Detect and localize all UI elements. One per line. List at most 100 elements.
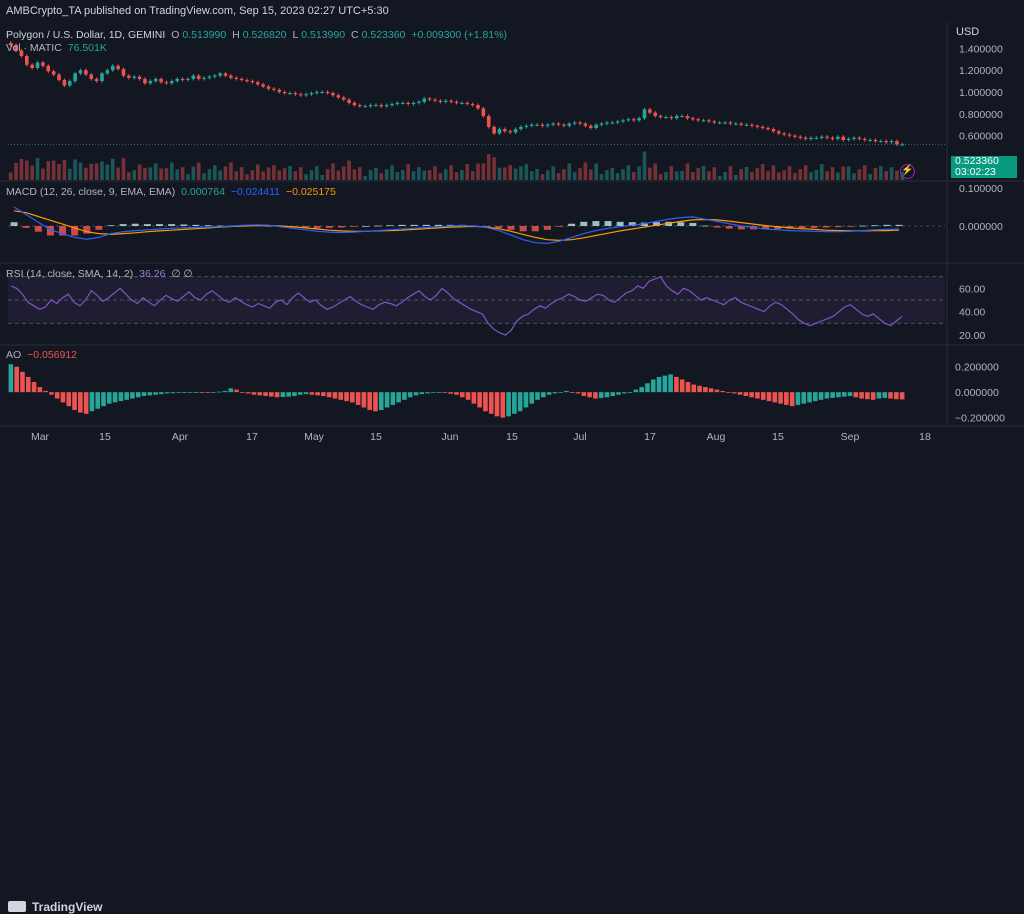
ao-bar (697, 385, 702, 393)
macd-histogram-bar (10, 222, 18, 226)
volume-bar (825, 171, 829, 180)
macd-label[interactable]: MACD (12, 26, close, 9, EMA, EMA) (6, 186, 176, 198)
open-value: 0.513990 (182, 29, 227, 41)
ao-bar (772, 392, 778, 403)
volume-bar (809, 172, 813, 180)
publisher-line: AMBCrypto_TA published on TradingView.co… (6, 5, 389, 17)
ao-bar (257, 392, 263, 396)
ao-bar (569, 392, 575, 393)
volume-bar (255, 164, 260, 180)
ao-bar (668, 374, 673, 393)
volume-bar (30, 165, 34, 180)
ao-bar (303, 392, 309, 395)
candle (734, 123, 738, 125)
candle (578, 122, 582, 124)
ao-bar (49, 392, 54, 395)
ao-bar (477, 392, 482, 408)
ao-bar (870, 392, 876, 400)
volume-bar (895, 170, 899, 180)
volume-bar (868, 174, 872, 180)
volume-value: 76.501K (67, 42, 107, 54)
ao-bar (656, 376, 662, 393)
ao-label[interactable]: AO (6, 349, 22, 361)
candle (341, 97, 346, 100)
volume-label[interactable]: Vol · MATIC (6, 42, 62, 54)
candle (819, 136, 824, 138)
macd-histogram-bar (774, 226, 782, 230)
volume-bar (110, 158, 115, 180)
ao-bar (280, 392, 286, 398)
ao-bar (390, 392, 396, 405)
volume-bar (739, 169, 743, 180)
ao-bar (170, 392, 176, 394)
ao-bar (373, 392, 378, 412)
candle (588, 125, 593, 128)
volume-bar (223, 166, 228, 180)
candle (94, 78, 99, 82)
candle (8, 42, 13, 46)
ao-bar (118, 392, 124, 402)
ao-bar (494, 392, 500, 417)
candle (89, 74, 94, 79)
candle (760, 126, 765, 128)
rsi-legend: RSI (14, close, SMA, 14, 2) 36.26 ∅ ∅ (6, 268, 196, 280)
ao-bar (841, 392, 847, 397)
macd-histogram-bar (337, 226, 345, 228)
volume-bar (336, 170, 341, 180)
candle (556, 123, 561, 125)
macd-histogram-bar (543, 226, 551, 230)
candle (30, 64, 34, 68)
candle (701, 120, 706, 122)
macd-histogram-bar (834, 226, 842, 228)
volume-bar (153, 163, 158, 180)
volume-bar (803, 165, 808, 180)
time-tick-label: 15 (772, 431, 784, 443)
ao-bar (789, 392, 795, 407)
candle (84, 70, 88, 75)
ao-bar (31, 382, 37, 393)
price-tick-label: 1.000000 (959, 87, 1003, 99)
volume-bar (175, 169, 179, 180)
lightning-icon[interactable]: ⚡ (900, 164, 915, 179)
candle (153, 78, 158, 82)
ao-bar (205, 392, 210, 393)
ao-bar (37, 387, 43, 393)
candle (685, 116, 690, 119)
time-tick-label: May (304, 431, 325, 443)
ao-bar (743, 392, 749, 396)
macd-histogram-bar (119, 224, 127, 226)
volume-bar (196, 162, 201, 180)
ao-bar (899, 392, 905, 400)
candle (599, 123, 604, 125)
ao-bar (679, 379, 685, 393)
ao-bar (471, 392, 477, 404)
ao-bar (396, 392, 401, 403)
currency-label[interactable]: USD (956, 26, 980, 38)
ao-bar (760, 392, 766, 400)
ao-bar (853, 392, 859, 398)
candle (610, 122, 615, 124)
ao-bar (141, 392, 147, 396)
candle (245, 80, 249, 82)
symbol-title[interactable]: Polygon / U.S. Dollar, 1D, GEMINI (6, 29, 166, 41)
candle (159, 78, 163, 83)
rsi-label[interactable]: RSI (14, close, SMA, 14, 2) (6, 268, 134, 280)
candle (857, 137, 862, 139)
volume-bar (524, 164, 529, 180)
candle (680, 116, 684, 117)
ao-bar (604, 392, 610, 398)
volume-bar (873, 168, 878, 180)
ao-bar (135, 392, 141, 398)
candle (508, 131, 513, 133)
volume-bar (862, 165, 867, 180)
volume-bar (245, 174, 249, 180)
ao-bar (193, 392, 199, 393)
candle (793, 135, 797, 137)
volume-bar (814, 170, 819, 180)
candle (535, 124, 539, 126)
volume-bar (282, 168, 287, 180)
chart-canvas[interactable]: 1.400000 1.200000 1.000000 0.800000 0.600000… (0, 22, 1024, 448)
ao-bar (708, 388, 714, 393)
volume-bar (674, 171, 679, 180)
macd-tick-label: 0.000000 (959, 221, 1003, 233)
